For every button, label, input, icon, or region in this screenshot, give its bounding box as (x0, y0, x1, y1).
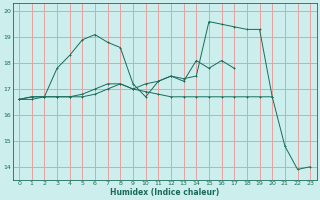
X-axis label: Humidex (Indice chaleur): Humidex (Indice chaleur) (110, 188, 219, 197)
